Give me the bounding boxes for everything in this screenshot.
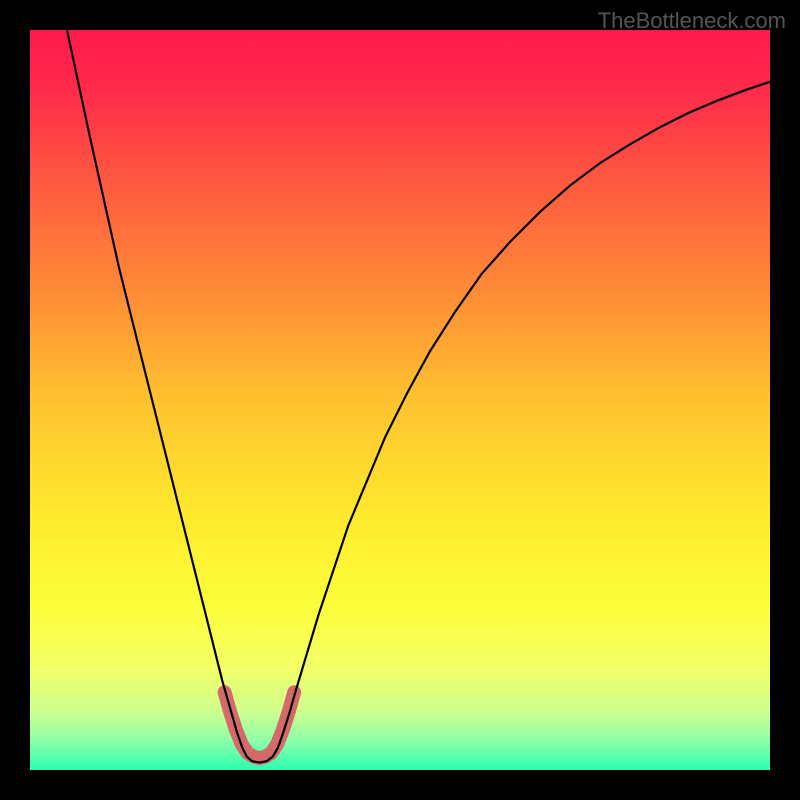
bottleneck-chart: [0, 0, 800, 800]
plot-background: [30, 30, 770, 770]
watermark-text: TheBottleneck.com: [598, 8, 786, 34]
